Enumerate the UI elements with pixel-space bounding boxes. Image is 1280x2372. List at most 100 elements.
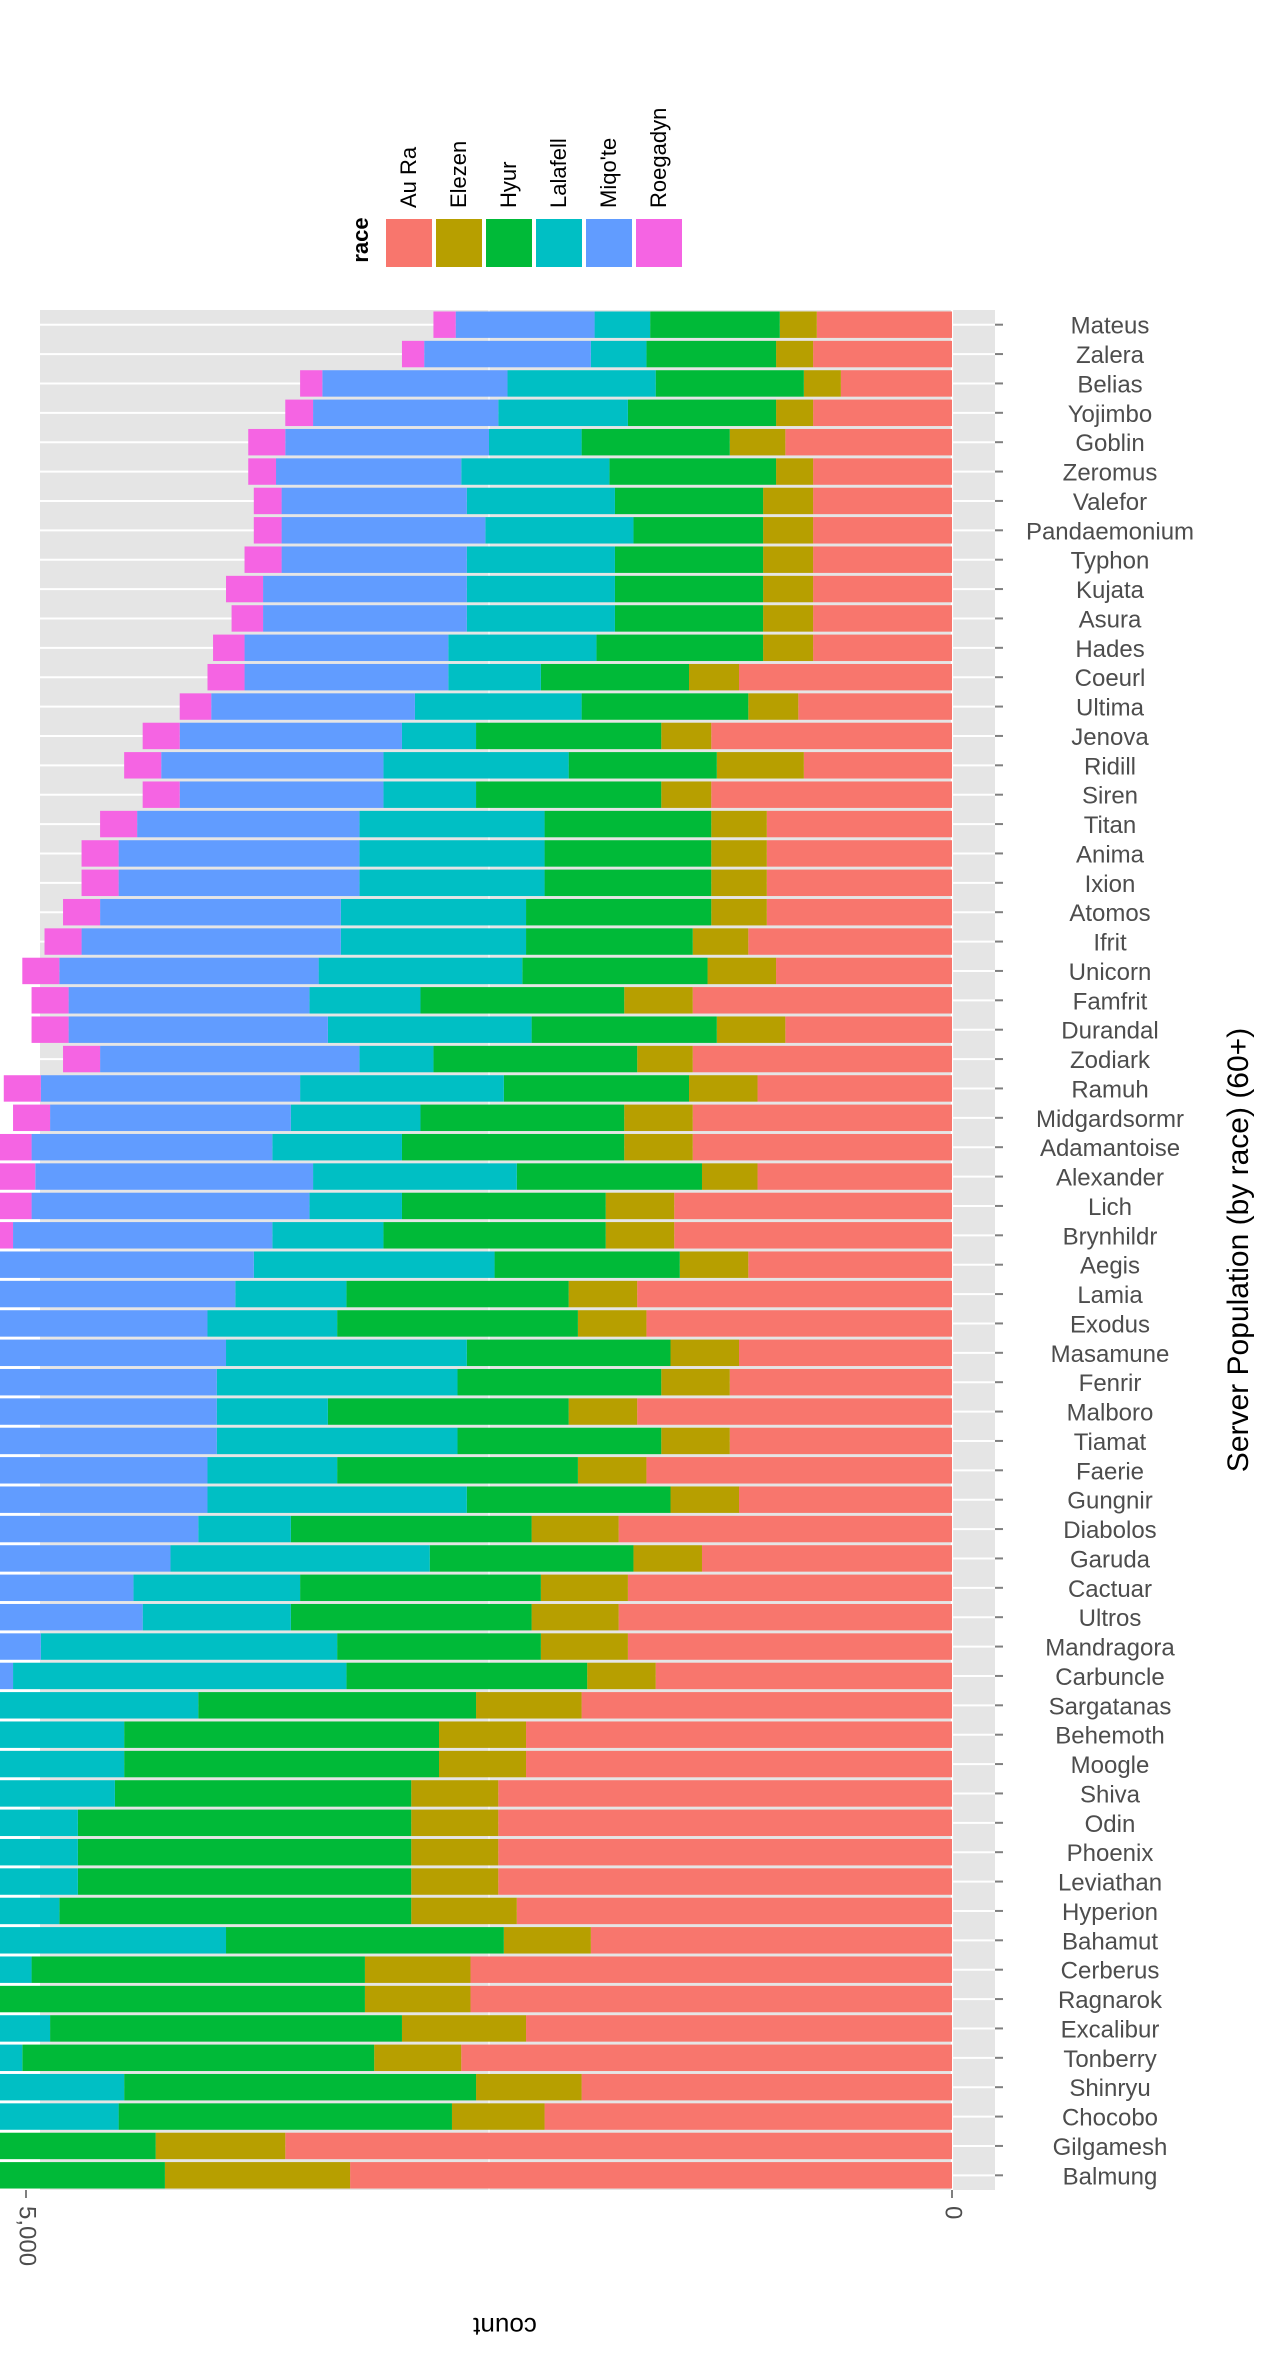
bar-segment (813, 399, 952, 427)
bar-segment (707, 957, 777, 985)
bar-segment (716, 1016, 786, 1043)
bar-segment (729, 1427, 952, 1455)
category-label: Behemoth (1055, 1723, 1164, 1750)
bar-segment (516, 1897, 952, 1925)
bar-segment (244, 663, 449, 691)
bar-segment (429, 1545, 634, 1572)
category-label: Phoenix (1067, 1840, 1154, 1867)
category-label: Gilgamesh (1053, 2134, 1168, 2161)
bar-segment (313, 1163, 517, 1190)
bar-segment (411, 1897, 517, 1925)
bar-segment (0, 1927, 227, 1954)
bar-segment (337, 1457, 578, 1484)
category-label: Fenrir (1079, 1370, 1142, 1397)
bar-segment (0, 1280, 236, 1308)
bar-segment (627, 1574, 952, 1602)
bar-segment (526, 2015, 952, 2042)
bar-segment (359, 840, 545, 867)
value-tick-label: 0 (940, 2206, 967, 2219)
bar-segment (785, 428, 952, 456)
bar-segment (263, 575, 467, 603)
bar-segment (0, 2162, 165, 2189)
bar-segment (540, 1633, 628, 1660)
bar-segment (451, 2103, 545, 2130)
bar-segment (263, 605, 467, 632)
bar-segment (216, 1427, 458, 1455)
bar-segment (63, 898, 101, 926)
bar-segment (605, 1192, 675, 1220)
category-label: Alexander (1056, 1165, 1164, 1192)
category-label: Ultros (1079, 1605, 1142, 1632)
bar-segment (590, 1927, 952, 1954)
bar-segment (457, 1368, 662, 1396)
bar-segment (0, 1545, 171, 1572)
bar-segment (711, 781, 952, 808)
legend-key (584, 217, 634, 269)
bar-segment (118, 869, 360, 897)
category-label: Tonberry (1063, 2046, 1156, 2073)
bar-segment (0, 1750, 125, 1778)
bar-segment (59, 957, 319, 985)
category-label: Exodus (1070, 1311, 1150, 1338)
bar-segment (757, 1075, 952, 1102)
bar-segment (655, 370, 804, 397)
bar-segment (739, 1486, 952, 1513)
bar-segment (337, 1633, 541, 1660)
category-label: Chocobo (1062, 2105, 1158, 2132)
bar-segment (624, 987, 693, 1014)
legend-label: Au Ra (396, 146, 421, 208)
bar-segment (44, 928, 82, 955)
bar-segment (466, 605, 615, 632)
bar-segment (701, 1545, 952, 1572)
bar-segment (757, 1163, 952, 1190)
bar-segment (207, 1310, 338, 1337)
value-tick-label: 5,000 (14, 2206, 41, 2266)
bar-segment (383, 752, 569, 779)
legend-key (434, 217, 484, 269)
category-label: Zodiark (1070, 1047, 1151, 1074)
category-label: Typhon (1071, 548, 1150, 575)
bar-segment (813, 605, 952, 632)
bar-segment (364, 1956, 471, 1983)
bar-segment (327, 1398, 569, 1425)
bar-segment (226, 1927, 504, 1954)
bar-segment (692, 1104, 952, 1132)
category-label: Sargatanas (1049, 1693, 1172, 1720)
x-axis-title: count (472, 2312, 536, 2342)
bar-segment (318, 957, 523, 985)
category-label: Adamantoise (1040, 1135, 1180, 1162)
bar-segment (661, 722, 712, 750)
bar-segment (813, 575, 952, 603)
bar-segment (0, 1486, 208, 1513)
bar-segment (300, 1075, 504, 1102)
bar-segment (31, 1133, 273, 1161)
bar-segment (285, 2132, 952, 2160)
bar-segment (587, 1662, 656, 1690)
bar-segment (207, 1457, 338, 1484)
bar-segment (40, 1075, 301, 1102)
bar-segment (401, 340, 425, 368)
bar-segment (646, 340, 777, 368)
category-label: Valefor (1073, 489, 1147, 516)
bar-segment (424, 340, 591, 368)
bar-segment (670, 1339, 740, 1367)
bar-segment (614, 575, 764, 603)
bar-segment (350, 2162, 953, 2189)
bar-segment (133, 1574, 301, 1602)
legend: race Au Ra Elezen Hyur Lalafell Miqo'te Roega… (348, 108, 684, 269)
bar-segment (661, 781, 712, 808)
legend-key (534, 217, 584, 269)
bar-segment (803, 370, 841, 397)
bar-segment (118, 840, 360, 867)
bar-segment (346, 1280, 569, 1308)
bar-segment (337, 1310, 578, 1337)
bar-segment (763, 575, 814, 603)
category-label: Mateus (1071, 313, 1150, 340)
bar-segment (448, 663, 541, 691)
bar-segment (739, 1339, 952, 1367)
bar-segment (0, 1339, 227, 1367)
bar-segment (438, 1750, 527, 1778)
bar-segment (124, 2073, 477, 2101)
bar-segment (179, 693, 212, 720)
